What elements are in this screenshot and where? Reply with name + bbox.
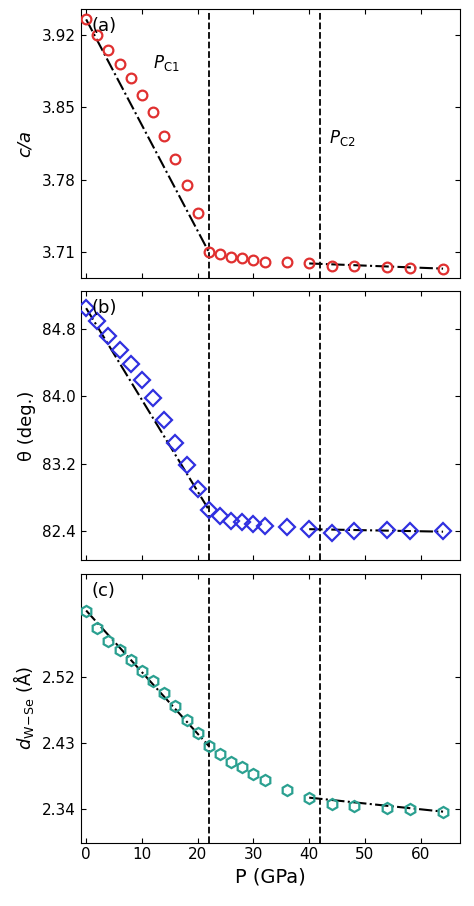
Text: (b): (b) <box>92 300 118 317</box>
Text: (a): (a) <box>92 17 117 35</box>
Text: $P_{\mathrm{C2}}$: $P_{\mathrm{C2}}$ <box>329 128 355 148</box>
Y-axis label: $d_{\mathrm{W\!-\!Se}}$ (Å): $d_{\mathrm{W\!-\!Se}}$ (Å) <box>11 666 36 750</box>
Text: $P_{\mathrm{C1}}$: $P_{\mathrm{C1}}$ <box>153 53 180 72</box>
Y-axis label: c/a: c/a <box>15 130 33 157</box>
X-axis label: P (GPa): P (GPa) <box>235 868 306 887</box>
Y-axis label: θ (deg.): θ (deg.) <box>18 390 36 461</box>
Text: (c): (c) <box>92 582 116 600</box>
